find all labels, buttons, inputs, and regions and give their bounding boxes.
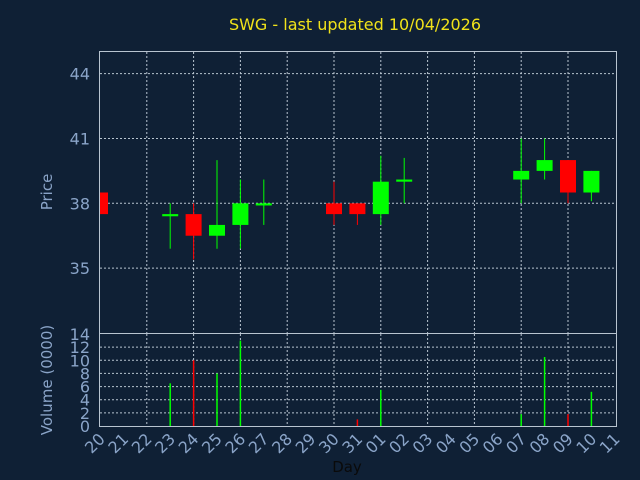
- candle-body: [536, 160, 553, 171]
- volume-tick-label: 0: [80, 417, 90, 436]
- price-tick-label: 35: [70, 259, 90, 278]
- x-axis-title: Day: [332, 458, 362, 476]
- chart-title: SWG - last updated 10/04/2026: [229, 15, 481, 34]
- candle-body: [232, 203, 249, 225]
- price-candles: [99, 138, 600, 260]
- candle-body: [396, 179, 413, 182]
- candle-body: [185, 214, 202, 236]
- x-tick-labels: 2021222324252627282930310102030405060708…: [81, 429, 624, 457]
- volume-bars: [169, 340, 593, 426]
- candle-body: [162, 214, 179, 217]
- price-tick-label: 44: [70, 65, 90, 84]
- price-tick-label: 41: [70, 129, 90, 148]
- volume-grid: [100, 334, 616, 426]
- volume-tick-label: 2: [80, 404, 90, 423]
- price-tick-label: 38: [70, 194, 90, 213]
- volume-panel-frame: [99, 333, 617, 427]
- x-tick-label: 11: [596, 429, 624, 457]
- candle-body: [372, 181, 389, 215]
- price-tick-labels: 35 38 41 44: [70, 65, 90, 279]
- volume-tick-label: 8: [80, 364, 90, 383]
- price-axis-title: Price: [38, 174, 56, 211]
- volume-tick-label: 12: [70, 338, 90, 357]
- volume-tick-label: 10: [70, 351, 90, 370]
- volume-tick-label: 6: [80, 378, 90, 397]
- price-panel-frame: [99, 51, 617, 334]
- volume-tick-label: 14: [70, 325, 90, 344]
- candle-body: [255, 203, 272, 206]
- candle-body: [209, 224, 225, 236]
- volume-axis-title: Volume (0000): [38, 325, 56, 435]
- price-grid: [100, 52, 616, 333]
- volume-tick-label: 4: [80, 391, 90, 410]
- candle-body: [583, 170, 600, 193]
- candle-body: [513, 170, 530, 180]
- candle-body: [100, 192, 108, 215]
- candle-body: [349, 203, 366, 215]
- candle-body: [326, 203, 342, 215]
- candle-body: [560, 160, 576, 193]
